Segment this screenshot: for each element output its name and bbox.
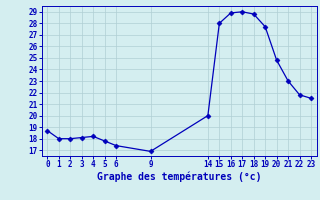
- X-axis label: Graphe des températures (°c): Graphe des températures (°c): [97, 172, 261, 182]
